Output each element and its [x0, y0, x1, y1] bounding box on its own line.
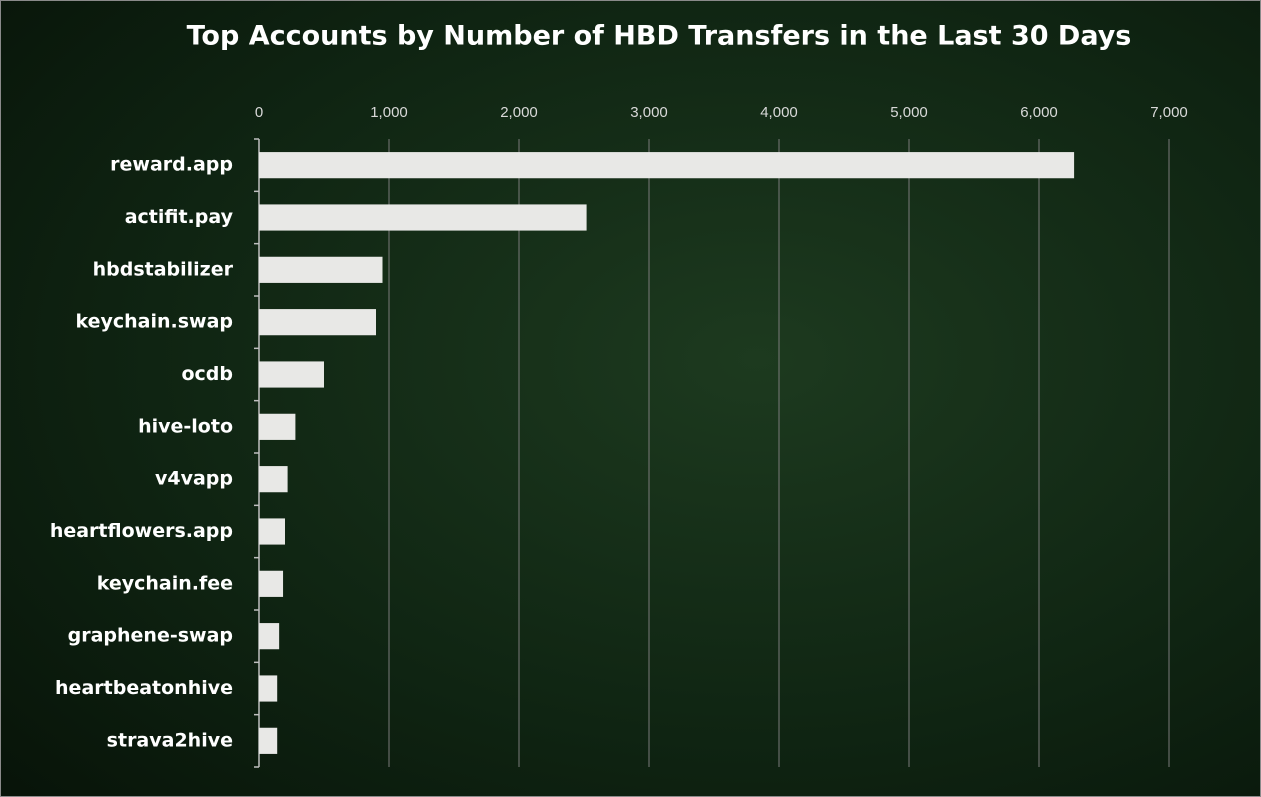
y-tick-label: keychain.swap	[75, 311, 233, 333]
x-tick-label: 2,000	[500, 104, 538, 121]
bar	[259, 309, 376, 336]
x-tick-label: 5,000	[890, 104, 928, 121]
bar	[259, 466, 288, 493]
y-tick-label: heartbeatonhive	[55, 677, 233, 699]
y-tick-label: graphene-swap	[68, 625, 233, 647]
x-tick-label: 0	[255, 104, 263, 121]
y-tick-label: keychain.fee	[97, 572, 233, 594]
x-tick-label: 7,000	[1150, 104, 1188, 121]
bar	[259, 256, 383, 283]
y-tick-label: heartflowers.app	[50, 520, 233, 542]
y-tick-label: ocdb	[181, 363, 233, 385]
x-tick-label: 1,000	[370, 104, 408, 121]
bar	[259, 675, 278, 702]
bar	[259, 570, 284, 597]
y-tick-label: hive-loto	[138, 415, 233, 437]
bar	[259, 518, 285, 545]
bar	[259, 727, 278, 754]
x-tick-label: 4,000	[760, 104, 798, 121]
y-tick-label: strava2hive	[107, 729, 233, 751]
bar	[259, 152, 1075, 179]
y-tick-label: reward.app	[110, 154, 233, 176]
bar	[259, 361, 324, 388]
y-tick-label: v4vapp	[155, 468, 233, 490]
bar	[259, 623, 280, 650]
bar	[259, 413, 296, 440]
x-tick-label: 3,000	[630, 104, 668, 121]
chart-title: Top Accounts by Number of HBD Transfers …	[187, 21, 1132, 52]
y-tick-label: hbdstabilizer	[93, 258, 234, 280]
y-tick-label: actifit.pay	[125, 206, 234, 228]
bar	[259, 204, 587, 231]
x-tick-label: 6,000	[1020, 104, 1058, 121]
